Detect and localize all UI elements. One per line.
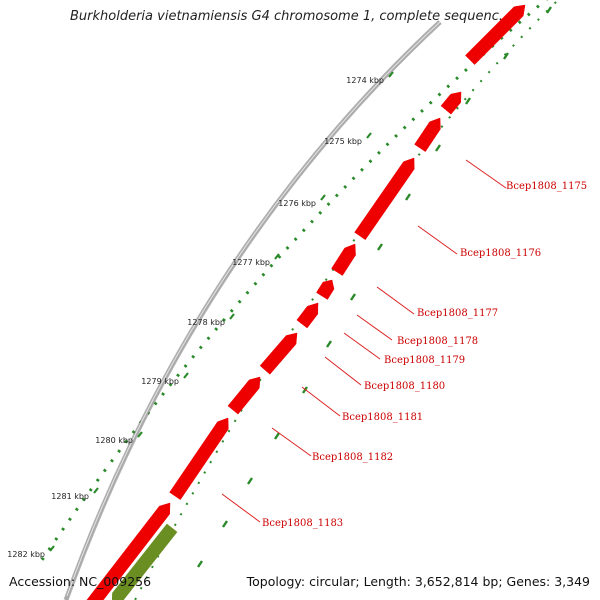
inner-ruler-dash [405, 193, 411, 201]
ruler-tick-mark [274, 253, 280, 260]
gene-callout-line [376, 286, 415, 315]
ruler-tick-label: 1275 kbp [324, 137, 362, 146]
inner-ruler-dash [197, 560, 203, 568]
inner-ruler-dash [503, 52, 509, 60]
ruler-tick-mark [366, 132, 372, 139]
ruler-tick-label: 1281 kbp [51, 492, 89, 501]
gene-callout-line [417, 225, 458, 255]
gene-callouts: Bcep1808_1175 Bcep1808_1176 Bcep1808_1177 B… [221, 159, 587, 529]
inner-ruler-dash [247, 477, 253, 485]
ruler-tick-mark [320, 194, 326, 201]
backbone-circle [64, 20, 442, 600]
gene-arrow [227, 376, 261, 415]
gene-arrow [86, 502, 171, 600]
inner-ruler-dash [546, 6, 552, 14]
ruler-tick-mark [49, 545, 55, 552]
ruler-tick-label: 1279 kbp [141, 377, 179, 386]
gene-label[interactable]: Bcep1808_1175 [506, 181, 587, 192]
gene-arrow [465, 4, 526, 65]
gene-label[interactable]: Bcep1808_1182 [312, 452, 393, 463]
ruler-tick-mark [388, 71, 394, 78]
gene-arrow [259, 332, 298, 375]
gene-label[interactable]: Bcep1808_1179 [384, 355, 465, 366]
gene-callout-line [356, 314, 393, 341]
ruler-tick-mark [137, 431, 143, 438]
genome-summary: Topology: circular; Length: 3,652,814 bp… [246, 574, 590, 589]
inner-ruler-dash [302, 386, 308, 394]
inner-ruler-dash [377, 243, 383, 251]
gene-callout-line [465, 159, 507, 189]
ruler-tick-label: 1276 kbp [278, 199, 316, 208]
ruler-tick-mark [93, 487, 99, 494]
inner-ruler-dash [465, 97, 471, 105]
gene-callout-line [271, 427, 312, 457]
gene-arrow [296, 302, 319, 329]
ruler-tick-label: 1277 kbp [232, 258, 270, 267]
ruler-tick-label: 1280 kbp [95, 436, 133, 445]
gene-callout-line [301, 386, 341, 417]
gene-label[interactable]: Bcep1808_1178 [397, 336, 478, 347]
ruler-ticks: 1274 kbp 1275 kbp 1276 kbp 1277 kbp 1278 kbp… [7, 6, 552, 568]
ruler-tick-mark [183, 372, 189, 379]
gene-label[interactable]: Bcep1808_1176 [460, 248, 541, 259]
gene-arrow [316, 279, 335, 300]
ruler-tick-label: 1282 kbp [7, 550, 45, 559]
inner-ruler-dash [350, 293, 356, 301]
inner-ruler-dash [326, 340, 332, 348]
gene-arrow [440, 91, 462, 115]
gene-callout-line [324, 356, 362, 386]
gene-label[interactable]: Bcep1808_1181 [342, 412, 423, 423]
backbone-highlight [66, 20, 442, 597]
inner-ruler-dash [274, 432, 280, 440]
gene-arrow-reverse [111, 523, 178, 600]
gene-arrow [354, 157, 415, 241]
gene-track [86, 4, 526, 600]
inner-ruler-dash [435, 144, 441, 152]
gene-callout-line [221, 493, 261, 523]
inner-ruler-dash [222, 520, 228, 528]
map-title: Burkholderia vietnamiensis G4 chromosome… [70, 9, 512, 24]
gene-label[interactable]: Bcep1808_1177 [417, 308, 498, 319]
ruler-tick-label: 1274 kbp [346, 76, 384, 85]
gene-label[interactable]: Bcep1808_1180 [364, 381, 445, 392]
accession-label: Accession: NC_009256 [9, 574, 152, 589]
gene-arrow [414, 117, 441, 152]
gene-arrow [169, 417, 229, 501]
gene-label[interactable]: Bcep1808_1183 [262, 518, 343, 529]
ruler-tick-label: 1278 kbp [187, 318, 225, 327]
inner-ruler-track [134, 1, 557, 600]
backbone-shadow [63, 20, 442, 600]
ruler-tick-mark [229, 313, 235, 320]
gene-arrow [331, 243, 356, 276]
gene-callout-line [343, 332, 381, 360]
